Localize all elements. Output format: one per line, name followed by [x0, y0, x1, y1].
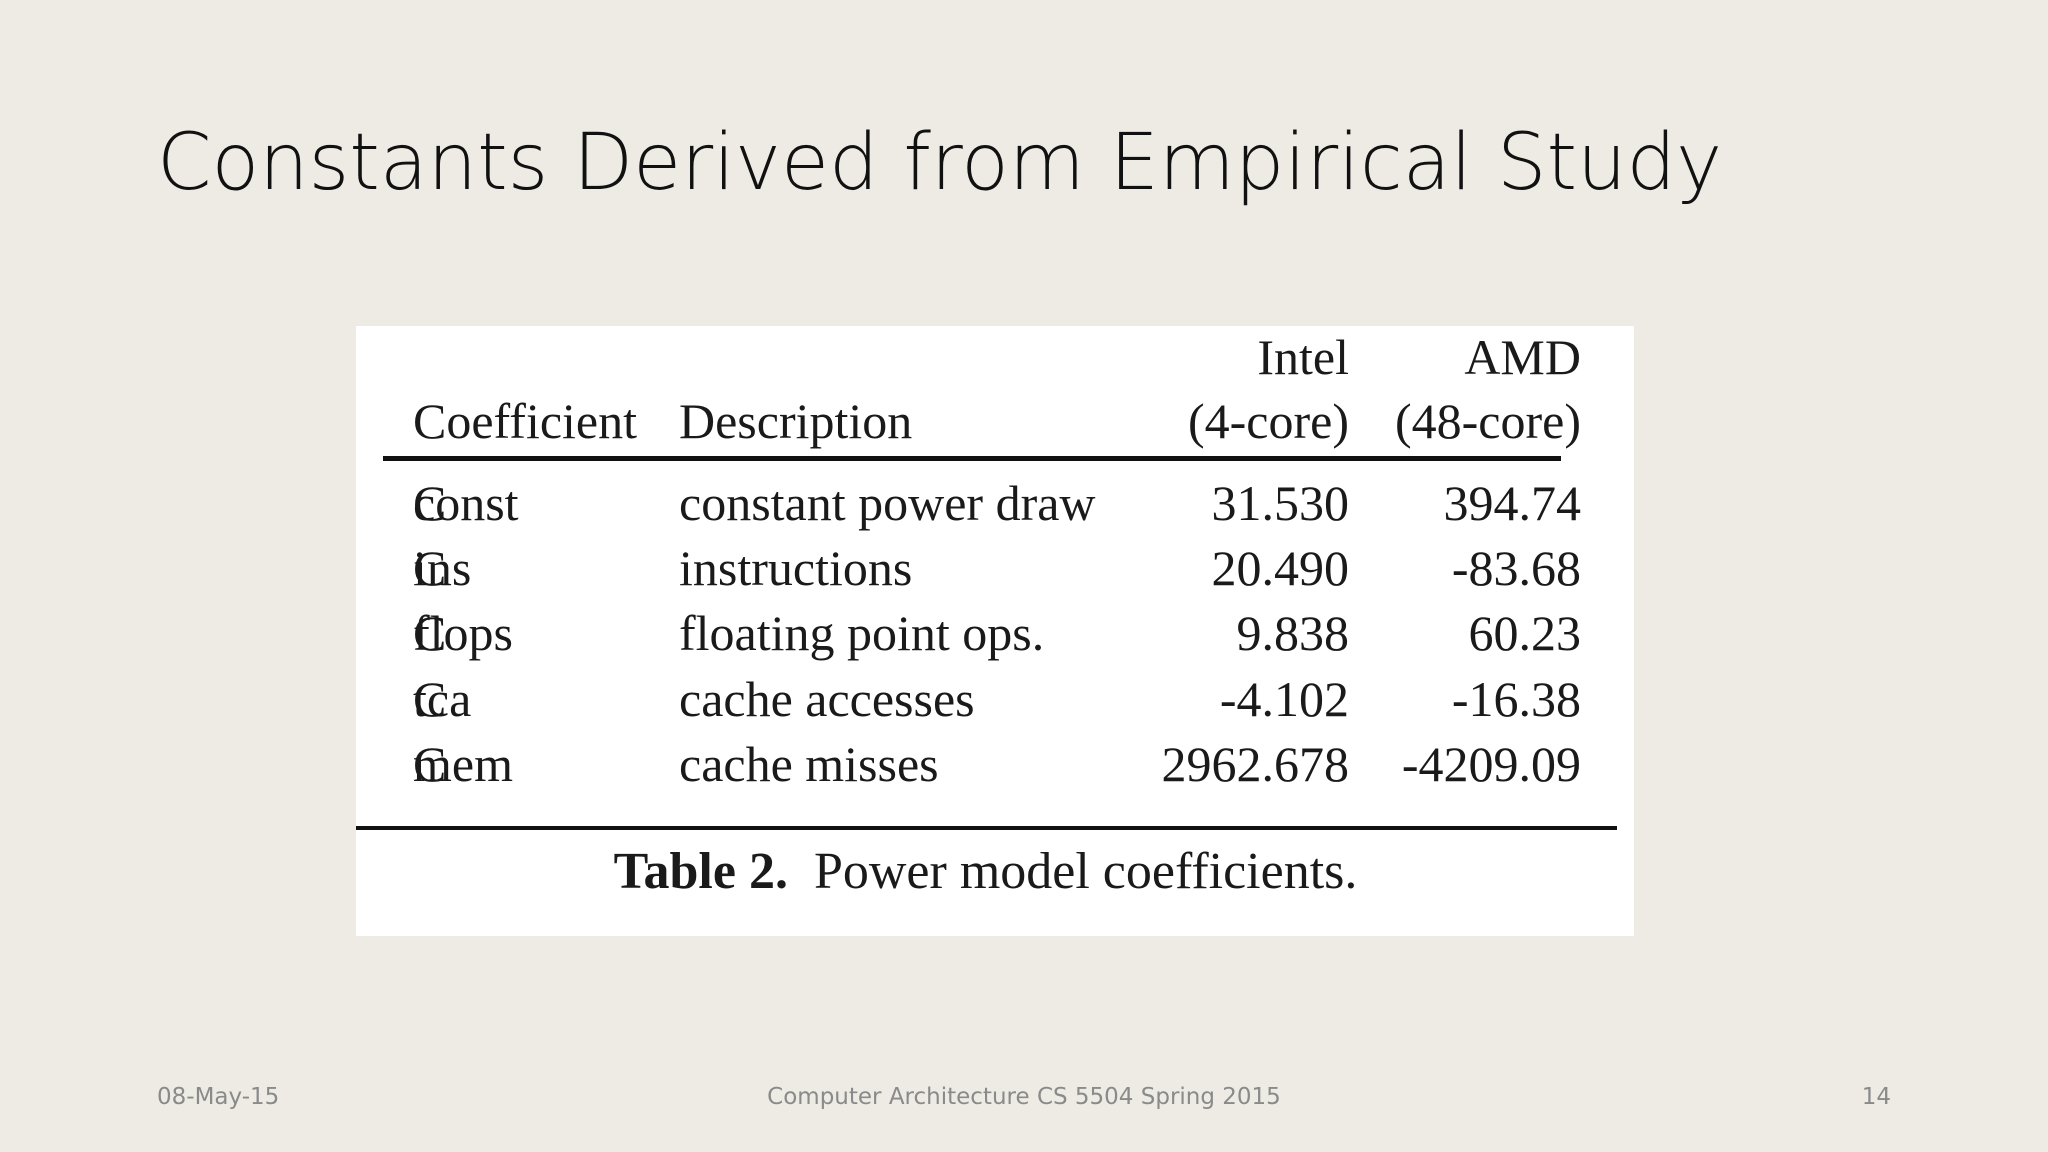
description-cell: cache misses	[679, 736, 939, 792]
amd-value-cell: -16.38	[1451, 671, 1581, 727]
intel-value-cell: 20.490	[1211, 540, 1350, 596]
amd-value-cell: -83.68	[1451, 540, 1581, 596]
footer-course: Computer Architecture CS 5504 Spring 201…	[767, 1084, 1281, 1110]
footer-date: 08-May-15	[157, 1084, 280, 1110]
header-description: Description	[679, 393, 913, 449]
header-rule	[383, 456, 1561, 461]
header-intel: Intel	[1257, 329, 1349, 385]
header-coefficient: Coefficient	[413, 393, 637, 449]
caption-label: Table 2.	[613, 843, 788, 900]
caption-text: Power model coefficients.	[813, 843, 1358, 900]
description-cell: cache accesses	[679, 671, 975, 727]
intel-value-cell: 2962.678	[1161, 736, 1350, 792]
table-header-top-row: Intel AMD	[383, 326, 1619, 396]
amd-value-cell: 394.74	[1443, 475, 1582, 531]
intel-value-cell: 31.530	[1211, 475, 1350, 531]
table-header-row: Coefficient Description (4-core) (48-cor…	[383, 386, 1619, 456]
slide-title: Constants Derived from Empirical Study	[157, 118, 1723, 208]
description-cell: instructions	[679, 540, 913, 596]
amd-value-cell: -4209.09	[1401, 736, 1581, 792]
intel-value-cell: 9.838	[1236, 605, 1350, 661]
description-cell: floating point ops.	[679, 605, 1045, 661]
table-caption: Table 2. Power model coefficients.	[383, 842, 1588, 901]
bottom-rule	[356, 826, 1617, 830]
header-amd: AMD	[1464, 329, 1581, 385]
amd-value-cell: 60.23	[1468, 605, 1582, 661]
coefficients-table-image: Intel AMD Coefficient Description (4-cor…	[356, 326, 1634, 936]
intel-value-cell: -4.102	[1219, 671, 1349, 727]
header-amd-cores: (48-core)	[1395, 393, 1581, 449]
description-cell: constant power draw	[679, 475, 1096, 531]
footer-page-number: 14	[1861, 1084, 1891, 1110]
header-intel-cores: (4-core)	[1188, 393, 1349, 449]
